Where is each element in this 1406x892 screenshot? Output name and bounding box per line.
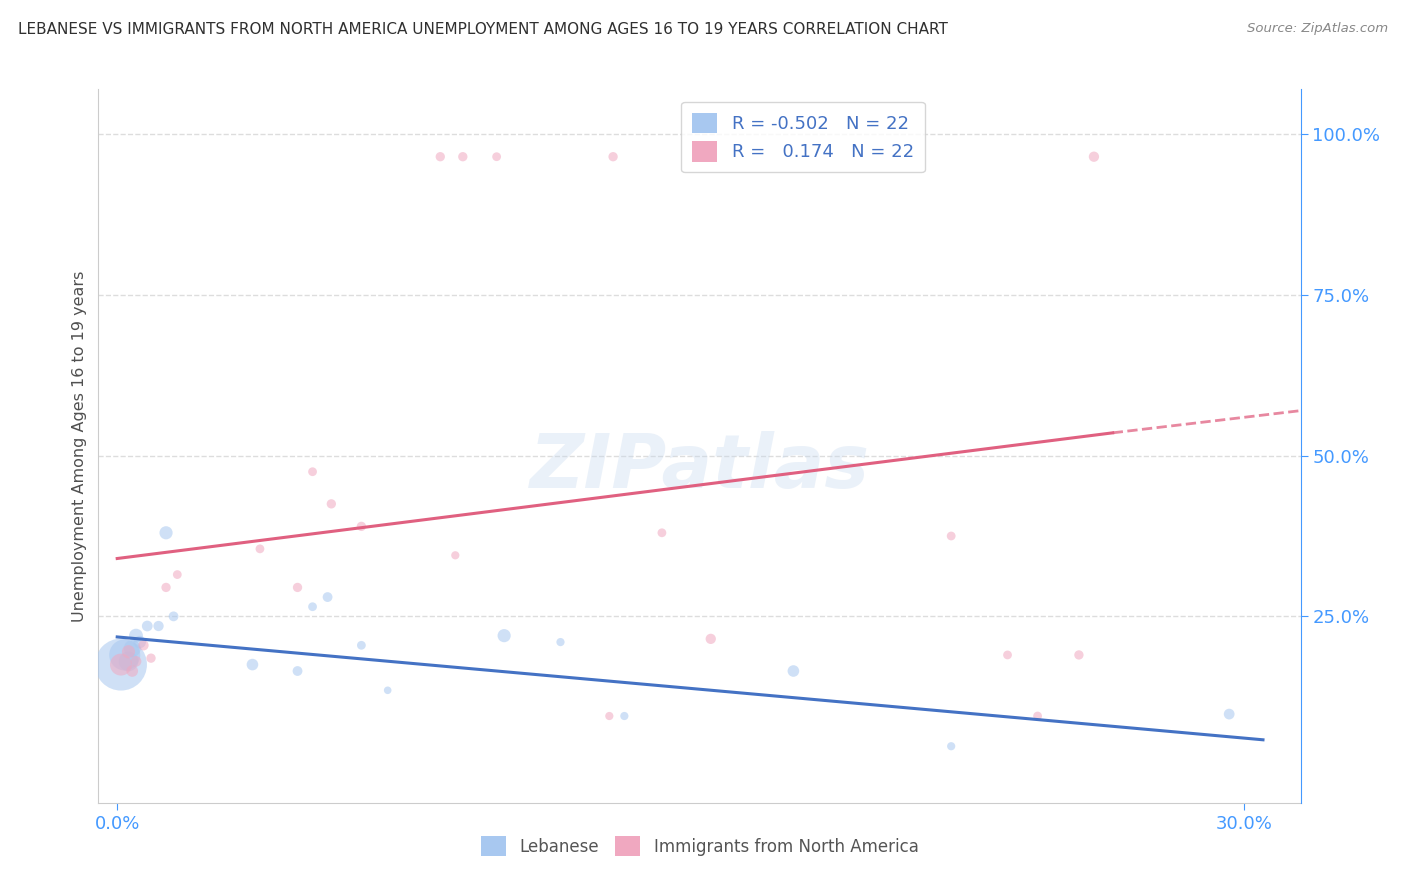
Point xyxy=(494,629,516,643)
Point xyxy=(249,541,271,556)
Point xyxy=(1218,707,1240,722)
Point xyxy=(550,635,572,649)
Point xyxy=(350,519,373,533)
Point xyxy=(1083,150,1105,164)
Point xyxy=(451,150,474,164)
Legend: Lebanese, Immigrants from North America: Lebanese, Immigrants from North America xyxy=(474,830,925,863)
Text: ZIPatlas: ZIPatlas xyxy=(530,431,869,504)
Point xyxy=(162,609,184,624)
Point xyxy=(114,648,136,662)
Point xyxy=(139,651,162,665)
Point xyxy=(941,739,963,754)
Point xyxy=(125,654,148,668)
Point xyxy=(110,657,132,672)
Point xyxy=(148,619,170,633)
Point xyxy=(651,525,673,540)
Text: LEBANESE VS IMMIGRANTS FROM NORTH AMERICA UNEMPLOYMENT AMONG AGES 16 TO 19 YEARS: LEBANESE VS IMMIGRANTS FROM NORTH AMERIC… xyxy=(18,22,948,37)
Text: Source: ZipAtlas.com: Source: ZipAtlas.com xyxy=(1247,22,1388,36)
Point xyxy=(444,549,467,563)
Point xyxy=(321,497,343,511)
Point xyxy=(782,664,804,678)
Point xyxy=(602,150,624,164)
Point xyxy=(429,150,451,164)
Point xyxy=(166,567,188,582)
Point xyxy=(117,654,139,668)
Point xyxy=(301,465,323,479)
Point xyxy=(598,709,620,723)
Point xyxy=(301,599,323,614)
Point xyxy=(128,635,150,649)
Point xyxy=(117,645,139,659)
Point xyxy=(155,525,177,540)
Point xyxy=(110,657,132,672)
Point xyxy=(1067,648,1090,662)
Point xyxy=(377,683,399,698)
Point xyxy=(125,629,148,643)
Point xyxy=(613,709,636,723)
Point xyxy=(941,529,963,543)
Point xyxy=(136,619,159,633)
Point xyxy=(997,648,1019,662)
Point xyxy=(287,664,309,678)
Point xyxy=(350,638,373,652)
Point xyxy=(155,581,177,595)
Point xyxy=(1026,709,1049,723)
Point xyxy=(132,638,155,652)
Point xyxy=(121,641,143,656)
Point xyxy=(316,590,339,604)
Point xyxy=(242,657,264,672)
Point xyxy=(485,150,508,164)
Y-axis label: Unemployment Among Ages 16 to 19 years: Unemployment Among Ages 16 to 19 years xyxy=(72,270,87,622)
Point xyxy=(287,581,309,595)
Point xyxy=(121,664,143,678)
Point xyxy=(700,632,723,646)
